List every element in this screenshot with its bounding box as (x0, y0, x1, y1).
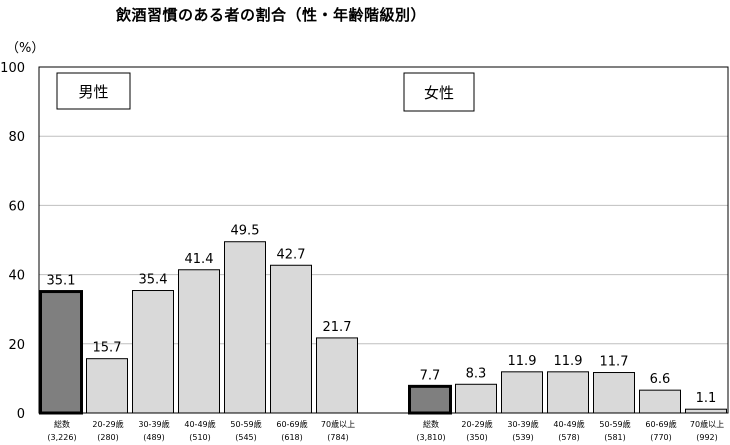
category-label: 70歳以上 (321, 419, 355, 429)
data-label: 11.9 (508, 354, 537, 369)
category-label: 総数 (423, 419, 439, 429)
bar (270, 264, 312, 414)
y-tick-label: 40 (8, 269, 25, 284)
sample-size-label: (581) (604, 433, 626, 442)
sample-size-label: (992) (696, 433, 718, 442)
category-label: 30-39歳 (138, 419, 169, 429)
category-label: 20-29歳 (461, 419, 492, 429)
data-label: 15.7 (93, 341, 122, 356)
category-label: 60-69歳 (276, 419, 307, 429)
category-label: 40-49歳 (184, 419, 215, 429)
y-tick-label: 60 (8, 199, 25, 214)
category-label: 30-39歳 (507, 419, 538, 429)
bar (547, 371, 589, 414)
sample-size-label: (3,226) (47, 433, 76, 442)
category-label: 20-29歳 (92, 419, 123, 429)
category-label: 70歳以上 (690, 419, 724, 429)
bar (408, 384, 452, 415)
sample-size-label: (784) (327, 433, 349, 442)
category-label: 総数 (54, 419, 70, 429)
data-label: 1.1 (696, 391, 717, 406)
panel-label: 男性 (78, 83, 108, 101)
data-label: 49.5 (231, 224, 260, 239)
data-label: 35.1 (47, 274, 76, 289)
bar (178, 269, 220, 414)
data-label: 11.7 (600, 355, 629, 370)
sample-size-label: (545) (235, 433, 257, 442)
data-label: 35.4 (139, 273, 168, 288)
bar (593, 372, 635, 414)
category-label: 50-59歳 (599, 419, 630, 429)
bar (39, 290, 83, 415)
data-label: 6.6 (650, 372, 671, 387)
chart-title: 飲酒習慣のある者の割合（性・年齢階級別） (116, 6, 427, 24)
sample-size-label: (770) (650, 433, 672, 442)
y-tick-label: 0 (17, 407, 25, 422)
bar (316, 337, 358, 414)
category-label: 40-49歳 (553, 419, 584, 429)
bar (639, 389, 681, 414)
data-label: 41.4 (185, 252, 214, 267)
bar (501, 371, 543, 414)
sample-size-label: (3,810) (416, 433, 445, 442)
category-label: 50-59歳 (230, 419, 261, 429)
sample-size-label: (510) (189, 433, 211, 442)
plot-area (38, 66, 729, 414)
sample-size-label: (350) (466, 433, 488, 442)
data-label: 42.7 (277, 247, 306, 262)
sample-size-label: (539) (512, 433, 534, 442)
y-tick-label: 80 (8, 130, 25, 145)
sample-size-label: (618) (281, 433, 303, 442)
bar (455, 383, 497, 414)
data-label: 11.9 (554, 354, 583, 369)
panel-label-box (403, 72, 475, 112)
bar (685, 408, 727, 414)
y-tick-label: 100 (0, 61, 25, 76)
category-label: 60-69歳 (645, 419, 676, 429)
data-label: 8.3 (466, 366, 487, 381)
y-tick-label: 20 (8, 338, 25, 353)
y-axis-unit: （%） (6, 41, 45, 56)
panel-label: 女性 (424, 84, 454, 102)
sample-size-label: (578) (558, 433, 580, 442)
data-label: 21.7 (323, 320, 352, 335)
bar (132, 290, 174, 414)
sample-size-label: (280) (97, 433, 119, 442)
bar (224, 241, 266, 414)
data-label: 7.7 (420, 368, 441, 383)
sample-size-label: (489) (143, 433, 165, 442)
panel-label-box (56, 72, 131, 110)
bar (86, 358, 128, 414)
